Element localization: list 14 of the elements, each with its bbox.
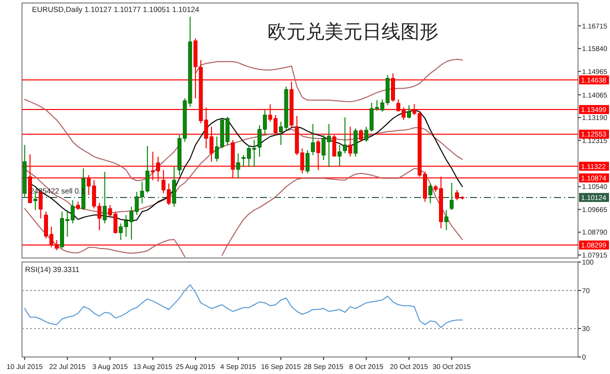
candlestick: [450, 182, 454, 211]
candlestick: [102, 171, 107, 224]
candlestick: [354, 128, 358, 158]
text: 欧元兑美元日线图形: [267, 21, 438, 43]
candlestick: [444, 210, 448, 231]
candlestick: [338, 144, 342, 167]
candlestick: [236, 152, 240, 179]
candlestick: [310, 124, 315, 156]
candlestick: [172, 166, 176, 208]
candlestick: [342, 116, 347, 154]
candlestick: [306, 150, 310, 174]
candlestick: [428, 183, 432, 204]
candlestick: [407, 104, 411, 119]
line-series: [24, 284, 463, 328]
